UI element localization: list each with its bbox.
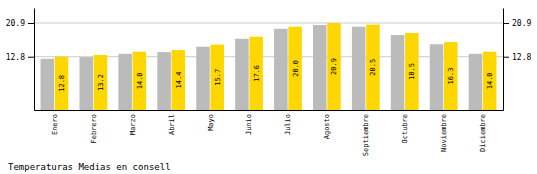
bar [444,42,458,110]
data-label: 16.3 [447,68,455,85]
bars [41,23,497,110]
y-axis: 12.8 20.9 [6,9,35,111]
chart: Enero Febrero Marzo Abril Mayo Junio Julio Agos… [0,0,537,174]
x-tick: Octubre [401,110,409,144]
x-tick: Marzo [129,110,137,135]
bar [157,52,171,110]
data-label: 13.2 [97,74,105,91]
data-label: 17.6 [253,65,261,82]
x-tick-label: Octubre [401,114,409,144]
x-tick: Enero [51,110,59,135]
x-tick: Julio [284,110,292,135]
tick-mark [503,57,509,58]
x-tick-label: Febrero [90,114,98,144]
bar [94,55,108,110]
bar [352,27,366,110]
x-tick-label: Enero [51,114,59,135]
data-label: 20.5 [369,59,377,76]
x-tick-label: Marzo [129,114,137,135]
x-tick-label: Junio [245,114,253,135]
y2-tick: 12.8 [503,53,531,62]
bar [327,23,341,110]
y2-tick-label: 12.8 [512,53,531,62]
bar [366,25,380,110]
bar [313,25,327,110]
bar [133,52,147,110]
bar [196,47,210,110]
data-label: 20.9 [330,58,338,75]
x-tick-label: Septiembre [362,114,370,156]
bar [391,35,405,110]
x-tick-label: Agosto [323,114,331,139]
bar [274,29,288,110]
y-tick-label: 12.8 [6,53,25,62]
x-tick-label: Abril [168,114,176,135]
x-axis: Enero Febrero Marzo Abril Mayo Junio Julio Agos… [35,110,504,156]
bar [405,33,419,110]
data-label: 18.5 [408,63,416,80]
bar [288,27,302,110]
axis-line [35,110,504,111]
y2-axis: 12.8 20.9 [503,9,531,111]
x-tick-label: Noviembre [440,114,448,152]
x-tick: Junio [245,110,253,135]
data-label: 15.7 [214,69,222,86]
bar [172,50,186,110]
bar-series [55,23,497,110]
data-label: 20.0 [292,60,300,77]
x-tick-label: Diciembre [479,114,487,152]
x-tick: Noviembre [440,110,448,152]
data-label: 14.0 [136,72,144,89]
bar [79,57,93,110]
x-tick: Abril [168,110,176,135]
x-tick: Mayo [207,110,215,131]
tick-mark [503,23,509,24]
bar [210,45,224,110]
grid-line [34,22,503,23]
bar [118,54,132,110]
y2-tick-label: 20.9 [512,19,531,28]
data-label: 14.0 [486,72,494,89]
bar [55,57,69,110]
y-tick: 20.9 [6,19,34,28]
bar [430,44,444,110]
x-tick: Febrero [90,110,98,144]
bar-series [41,25,483,110]
bar [249,37,263,110]
bar [235,39,249,110]
x-tick-label: Julio [284,114,292,135]
x-tick: Agosto [323,110,331,139]
x-tick: Septiembre [362,110,370,156]
tick-mark [28,57,34,58]
axis-line [34,9,35,111]
plot: Enero Febrero Marzo Abril Mayo Junio Julio Agos… [6,9,532,157]
bar [41,59,55,110]
tick-mark [28,23,34,24]
y2-tick: 20.9 [503,19,531,28]
y-tick-label: 20.9 [6,19,25,28]
bar [469,54,483,110]
data-label: 14.4 [175,72,183,89]
title: Temperaturas Medias en consell [8,162,171,172]
data-label: 12.8 [58,75,66,92]
x-tick-label: Mayo [207,114,215,131]
bar [483,52,497,110]
y-tick: 12.8 [6,53,34,62]
x-tick: Diciembre [479,110,487,152]
data-labels: 12.8 13.2 14.0 14.4 15.7 17.6 20.0 20.9 20.5 18.5… [58,58,494,92]
